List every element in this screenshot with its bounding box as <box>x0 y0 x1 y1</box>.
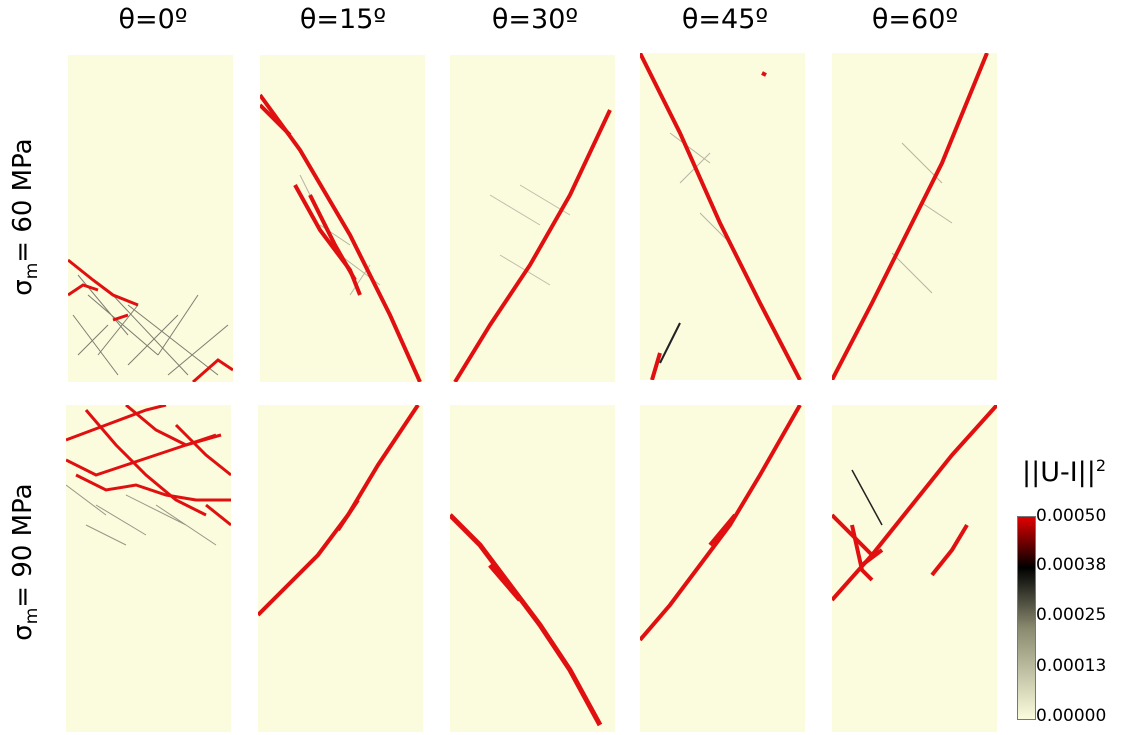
colorbar-tick: 0.00050 <box>1036 506 1107 526</box>
panel-60mpa-theta-45 <box>640 53 805 380</box>
colorbar-tick: 0.00013 <box>1036 656 1107 676</box>
row-label-subscript: m <box>22 262 43 280</box>
panel-90mpa-theta-60 <box>832 405 997 732</box>
panel-60mpa-theta-60 <box>832 53 997 380</box>
row-label-60mpa: σm= 60 MPa <box>8 67 42 367</box>
panel-60mpa-theta-30 <box>450 55 615 382</box>
panel-90mpa-theta-0 <box>66 405 231 732</box>
colorbar-title-text: ||U-I|| <box>1022 457 1096 488</box>
column-title-theta-15: θ=15º <box>299 4 387 35</box>
row-label-symbol: σ <box>7 279 38 296</box>
column-title-theta-60: θ=60º <box>871 4 959 35</box>
colorbar-tick: 0.00000 <box>1036 706 1107 726</box>
row-label-90mpa: σm= 90 MPa <box>8 412 42 712</box>
row-label-subscript: m <box>22 607 43 625</box>
panel-90mpa-theta-30 <box>450 405 615 732</box>
column-title-theta-30: θ=30º <box>491 4 579 35</box>
colorbar-title: ||U-I||2 <box>1022 456 1106 488</box>
panel-60mpa-theta-15 <box>260 55 425 382</box>
colorbar-tick: 0.00038 <box>1036 555 1107 575</box>
column-title-theta-0: θ=0º <box>118 4 188 35</box>
colorbar-tick: 0.00025 <box>1036 605 1107 625</box>
colorbar-title-exponent: 2 <box>1095 456 1107 475</box>
panel-60mpa-theta-0 <box>68 55 233 382</box>
panel-90mpa-theta-45 <box>640 405 805 732</box>
row-label-text: = 60 MPa <box>7 138 38 263</box>
row-label-symbol: σ <box>7 624 38 641</box>
colorbar-gradient <box>1017 516 1036 720</box>
row-label-text: = 90 MPa <box>7 483 38 608</box>
panel-90mpa-theta-15 <box>258 405 423 732</box>
column-title-theta-45: θ=45º <box>681 4 769 35</box>
